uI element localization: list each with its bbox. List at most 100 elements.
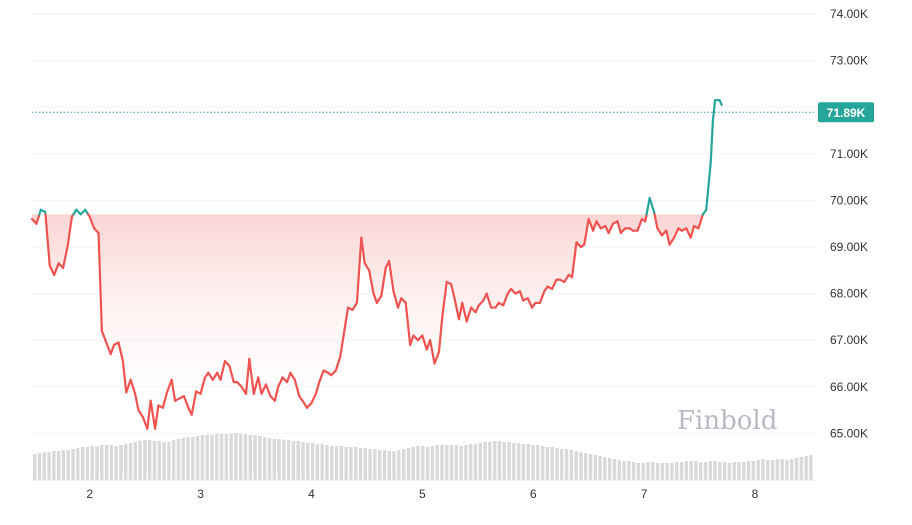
price-segment bbox=[149, 399, 157, 430]
volume-bar bbox=[157, 441, 161, 480]
x-tick-label: 2 bbox=[86, 487, 93, 501]
y-tick-label: 65.00K bbox=[830, 426, 868, 440]
price-segment bbox=[461, 301, 468, 323]
volume-bar bbox=[569, 450, 574, 480]
price-segment bbox=[355, 236, 363, 305]
y-axis: 65.00K 66.00K 67.00K 68.00K 69.00K 70.00K 71.0… bbox=[830, 7, 868, 440]
volume-bar bbox=[689, 461, 693, 480]
y-tick-label: 73.00K bbox=[830, 54, 868, 68]
price-segment bbox=[518, 290, 525, 302]
volume-bar bbox=[435, 445, 439, 480]
volume-bar bbox=[694, 461, 698, 480]
volume-bar bbox=[104, 445, 109, 480]
volume-bar bbox=[277, 439, 281, 480]
volume-bar bbox=[507, 442, 511, 480]
price-segment bbox=[161, 390, 169, 409]
volume-bar bbox=[354, 447, 358, 480]
price-segment bbox=[380, 266, 387, 298]
price-segment bbox=[705, 162, 712, 211]
price-segment bbox=[404, 301, 412, 346]
volume-bar bbox=[660, 463, 665, 480]
volume-bar bbox=[272, 439, 276, 480]
volume-bar bbox=[85, 447, 90, 480]
price-segment bbox=[685, 227, 692, 239]
price-segment bbox=[97, 231, 103, 332]
price-segment bbox=[48, 264, 56, 277]
volume-bar bbox=[679, 462, 684, 480]
volume-bar bbox=[133, 442, 138, 480]
price-segment bbox=[392, 290, 400, 309]
price-segment bbox=[409, 334, 415, 346]
volume-bar bbox=[703, 462, 708, 480]
price-segment bbox=[428, 339, 436, 365]
price-segment bbox=[502, 292, 509, 307]
volume-bar bbox=[95, 446, 99, 480]
price-segment bbox=[257, 376, 263, 395]
volume-bar bbox=[191, 437, 195, 480]
price-segment bbox=[607, 222, 615, 235]
price-segment bbox=[689, 224, 696, 239]
x-tick-label: 4 bbox=[308, 487, 315, 501]
y-tick-label: 68.00K bbox=[830, 287, 868, 301]
y-tick-label: 70.00K bbox=[830, 193, 868, 207]
volume-bar bbox=[167, 442, 171, 480]
price-segment bbox=[387, 259, 395, 293]
volume-bar bbox=[622, 461, 626, 480]
volume-bar bbox=[603, 457, 607, 480]
volume-bar bbox=[224, 434, 229, 480]
x-tick-label: 8 bbox=[752, 487, 759, 501]
volume-bar bbox=[492, 441, 497, 480]
price-segment bbox=[644, 213, 648, 223]
volume-bar bbox=[574, 451, 578, 480]
volume-bar bbox=[560, 449, 564, 480]
volume-bar bbox=[421, 446, 425, 480]
price-segment bbox=[153, 404, 160, 430]
volume-bar bbox=[737, 462, 741, 480]
volume-bar bbox=[71, 449, 75, 480]
price-segment bbox=[339, 327, 346, 358]
volume-bar bbox=[579, 452, 583, 480]
price-segment bbox=[170, 378, 177, 402]
volume-bar bbox=[483, 442, 487, 480]
volume-bar bbox=[143, 440, 147, 480]
watermark-logo: Finbold bbox=[677, 406, 777, 436]
volume-bar bbox=[119, 445, 123, 480]
volume-bar bbox=[473, 444, 478, 480]
y-tick-label: 67.00K bbox=[830, 333, 868, 347]
price-segment bbox=[648, 196, 656, 214]
volume-bar bbox=[713, 461, 717, 480]
price-segment bbox=[273, 385, 280, 402]
price-segment bbox=[134, 392, 140, 412]
price-segment bbox=[109, 343, 116, 356]
volume-bar bbox=[301, 442, 305, 480]
price-segment bbox=[211, 371, 219, 381]
volume-bar bbox=[651, 462, 655, 480]
volume-bar bbox=[536, 445, 540, 480]
volume-bar bbox=[291, 441, 296, 480]
volume-bar bbox=[210, 435, 214, 480]
volume-bar bbox=[449, 445, 454, 480]
price-segment bbox=[35, 213, 41, 225]
volume-bar bbox=[584, 453, 588, 480]
volume-bar bbox=[219, 434, 224, 480]
y-tick-label: 66.00K bbox=[830, 380, 868, 394]
volume-bar bbox=[655, 463, 660, 480]
volume-bar bbox=[459, 446, 463, 480]
volume-bar bbox=[80, 447, 85, 480]
volume-bar bbox=[330, 446, 334, 480]
volume-bar bbox=[42, 452, 46, 480]
price-segment bbox=[583, 217, 590, 246]
volume-bar bbox=[397, 450, 401, 480]
volume-bar bbox=[392, 451, 396, 480]
price-segment bbox=[44, 213, 51, 267]
price-segment bbox=[665, 229, 671, 246]
price-segment bbox=[351, 301, 359, 312]
price-segment bbox=[182, 395, 190, 409]
volume-bar bbox=[540, 446, 545, 480]
volume-bar bbox=[641, 463, 645, 480]
price-area bbox=[32, 214, 722, 429]
volume-bar bbox=[799, 457, 804, 480]
volume-bar bbox=[512, 443, 516, 480]
volume-bar bbox=[804, 456, 808, 480]
